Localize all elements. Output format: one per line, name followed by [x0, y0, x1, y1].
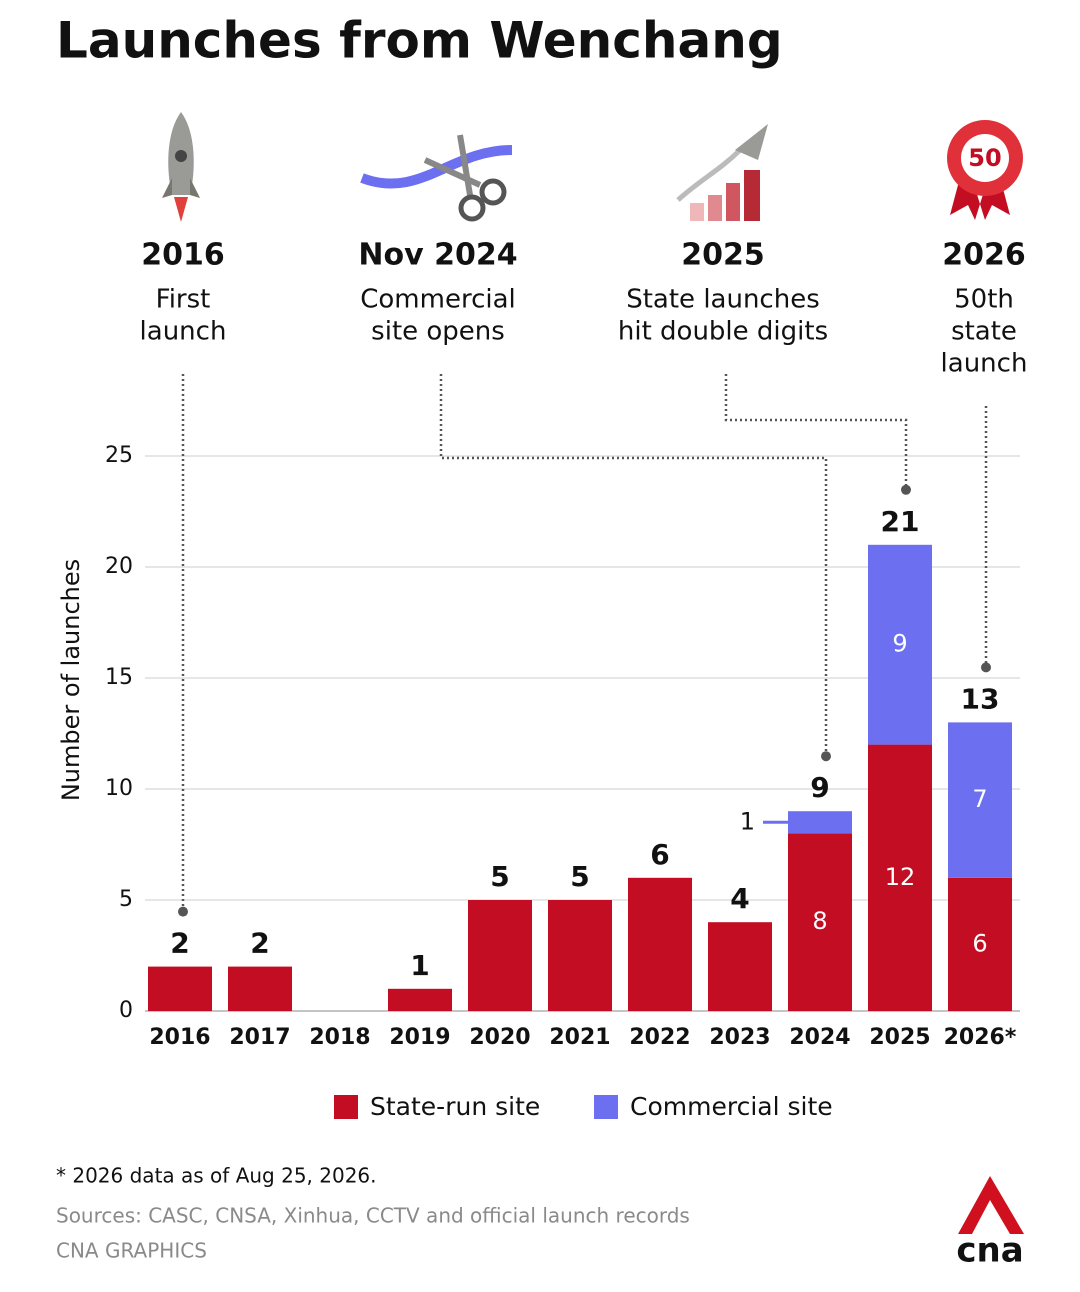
x-tick-label: 2021: [549, 1025, 610, 1050]
milestone-text: Commercial: [360, 285, 516, 315]
milestone-text: hit double digits: [618, 317, 828, 347]
x-tick-label: 2016: [149, 1025, 210, 1050]
x-tick-label: 2023: [709, 1025, 770, 1050]
leader-dot: [178, 906, 188, 917]
milestone-text: State launches: [626, 285, 820, 315]
total-label: 13: [961, 682, 1000, 715]
legend-swatch: [334, 1095, 358, 1119]
segment-label: 8: [812, 907, 827, 935]
total-label: 6: [650, 838, 669, 871]
credit: CNA GRAPHICS: [56, 1239, 207, 1263]
leader-dot: [821, 751, 831, 762]
badge-icon: [947, 120, 1023, 220]
total-label: 4: [730, 882, 749, 915]
milestone-text: First: [156, 285, 211, 315]
bar-segment: [788, 811, 852, 834]
bar-segment: [708, 922, 772, 1011]
milestone-text: launch: [140, 317, 227, 347]
y-tick-label: 5: [119, 887, 133, 912]
leader-line: [724, 374, 908, 490]
segment-label: 6: [972, 929, 987, 957]
milestone-text: state: [951, 317, 1017, 347]
sources: Sources: CASC, CNSA, Xinhua, CCTV and of…: [56, 1204, 690, 1228]
leader-dot: [981, 662, 991, 673]
bar-segment: [228, 966, 292, 1011]
segment-label: 7: [972, 785, 987, 813]
y-tick-label: 20: [105, 554, 133, 579]
total-label: 5: [490, 860, 509, 893]
y-tick-label: 25: [105, 443, 133, 468]
bar-segment: [468, 900, 532, 1011]
legend-label: Commercial site: [630, 1092, 833, 1121]
leader-line: [439, 374, 828, 757]
bar-segment: [788, 833, 852, 1011]
x-tick-label: 2017: [229, 1025, 290, 1050]
total-label: 5: [570, 860, 589, 893]
segment-label: 9: [892, 630, 907, 658]
scissors-icon: [360, 134, 513, 222]
y-tick-label: 15: [105, 665, 133, 690]
footnote: * 2026 data as of Aug 25, 2026.: [56, 1164, 377, 1188]
y-axis-title: Number of launches: [57, 559, 85, 801]
total-label: 2: [250, 927, 269, 960]
milestone-title: Nov 2024: [358, 238, 517, 273]
milestone-text: site opens: [371, 317, 505, 347]
milestone-title: 2026: [942, 238, 1026, 273]
bar-segment: [548, 900, 612, 1011]
total-label: 9: [810, 771, 829, 804]
legend-label: State-run site: [370, 1092, 540, 1121]
logo-text: cna: [956, 1231, 1023, 1271]
x-tick-label: 2019: [389, 1025, 450, 1050]
y-tick-label: 0: [119, 998, 133, 1023]
milestone-text: 50th: [954, 285, 1014, 315]
bar-segment: [388, 988, 452, 1011]
total-label: 21: [881, 505, 920, 538]
logo-mark: [958, 1176, 1024, 1234]
milestone-title: 2025: [681, 238, 765, 273]
x-tick-label: 2024: [789, 1025, 850, 1050]
bar-segment: [948, 722, 1012, 878]
segment-label: 1: [740, 807, 755, 835]
total-label: 2: [170, 927, 189, 960]
bar-segment: [868, 544, 932, 745]
x-tick-label: 2018: [309, 1025, 370, 1050]
milestone-title: 2016: [141, 238, 225, 273]
segment-label: 12: [885, 863, 916, 891]
bar-segment: [868, 744, 932, 1011]
bar-segment: [628, 877, 692, 1011]
x-tick-label: 2026*: [944, 1025, 1017, 1050]
legend-swatch: [594, 1095, 618, 1119]
bar-segment: [948, 877, 1012, 1011]
bar-segment: [148, 966, 212, 1011]
x-tick-label: 2025: [869, 1025, 930, 1050]
growth-icon: [676, 124, 768, 221]
badge-label: 50: [968, 144, 1001, 172]
x-tick-label: 2020: [469, 1025, 530, 1050]
total-label: 1: [410, 949, 429, 982]
milestone-text: launch: [941, 349, 1028, 379]
x-tick-label: 2022: [629, 1025, 690, 1050]
y-tick-label: 10: [105, 776, 133, 801]
chart-title: Launches from Wenchang: [56, 12, 783, 70]
leader-dot: [901, 484, 911, 495]
rocket-icon: [162, 112, 200, 222]
